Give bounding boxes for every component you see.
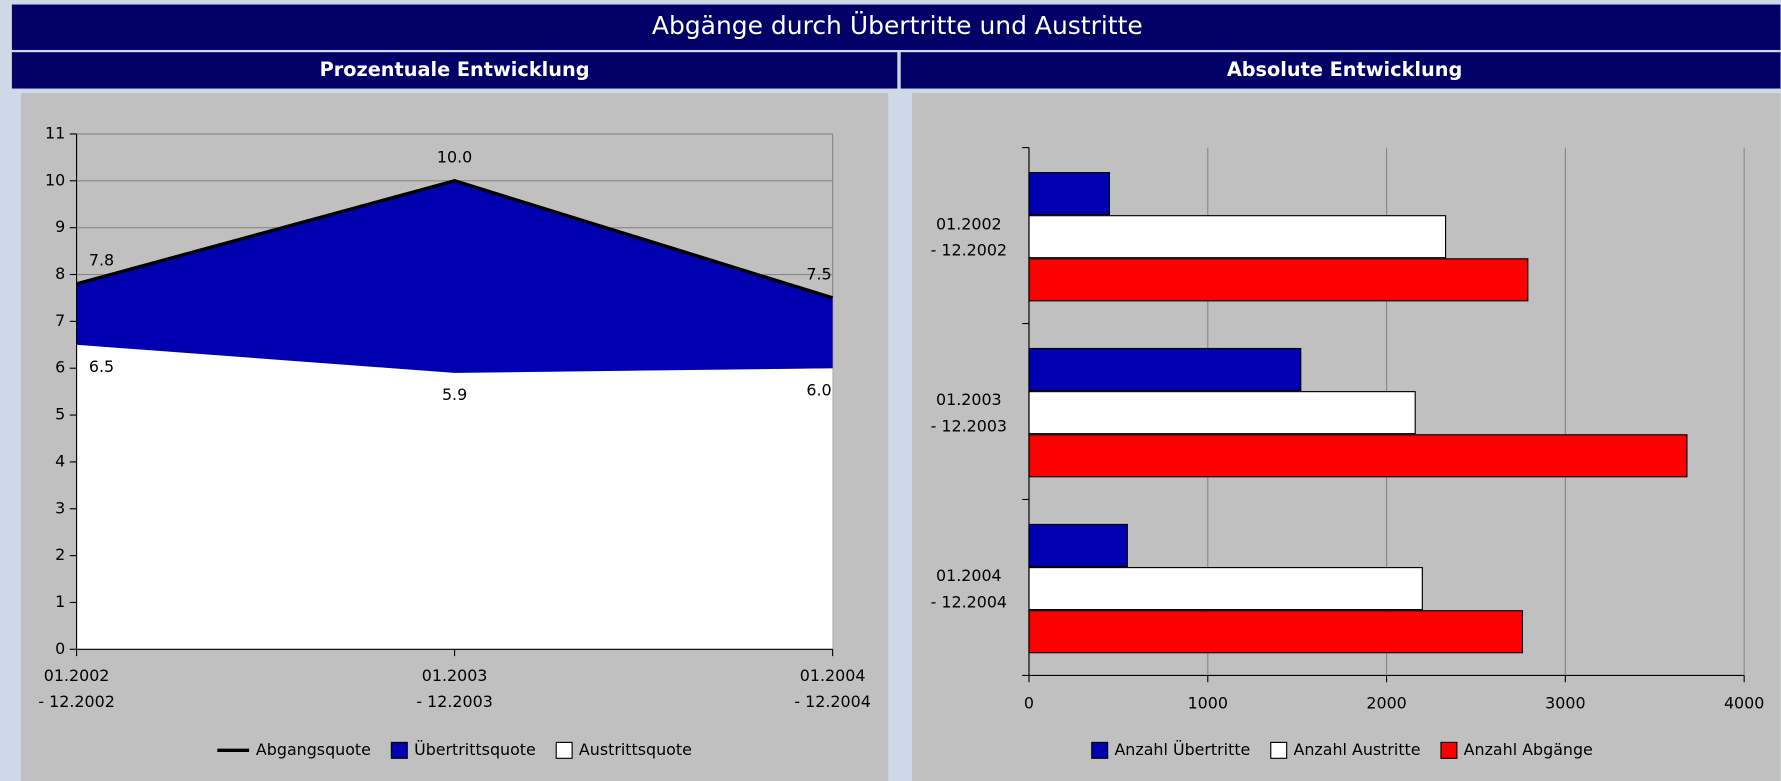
chart-title: Absolute Entwicklung	[1227, 58, 1462, 81]
bar	[1028, 610, 1524, 654]
y-tick-label: 7	[55, 311, 65, 330]
x-tick-label: - 12.2003	[416, 692, 492, 711]
bar	[1028, 258, 1529, 302]
line	[76, 179, 834, 300]
legend-label: Anzahl Übertritte	[1114, 740, 1250, 759]
page-title: Abgänge durch Übertritte und Austritte	[652, 11, 1143, 40]
legend-swatch	[555, 741, 573, 759]
legend-label: Abgangsquote	[256, 740, 371, 759]
data-label: 7.8	[89, 251, 114, 270]
x-tick-label: 01.2002	[44, 666, 110, 685]
x-tick-label: 2000	[1366, 693, 1406, 712]
legend-swatch	[1440, 741, 1458, 759]
area	[76, 344, 833, 650]
title-bar	[11, 4, 1781, 50]
y-tick-label: 0	[55, 639, 65, 658]
y-tick-label: - 12.2003	[931, 416, 1007, 435]
x-tick-label: 01.2004	[800, 666, 866, 685]
y-tick-label: 5	[55, 405, 65, 424]
y-tick-label: 1	[55, 592, 65, 611]
legend-swatch	[1270, 741, 1288, 759]
y-tick-label: 01.2002	[936, 214, 1002, 233]
y-tick-label: - 12.2004	[931, 592, 1007, 611]
y-tick-label: 3	[55, 498, 65, 517]
y-tick-label: 4	[55, 451, 65, 470]
x-tick-label: 01.2003	[422, 666, 488, 685]
subheader-bar	[900, 52, 1781, 89]
legend-swatch	[390, 741, 408, 759]
legend-swatch	[1091, 741, 1109, 759]
bar	[1028, 171, 1111, 216]
y-tick-label: 01.2004	[936, 566, 1002, 585]
bar	[1028, 347, 1302, 392]
legend-label: Anzahl Austritte	[1293, 740, 1420, 759]
bar	[1028, 215, 1447, 259]
bar	[1028, 523, 1128, 568]
subheader-bar	[11, 52, 898, 89]
legend-label: Austrittsquote	[579, 740, 692, 759]
data-label: 10.0	[437, 148, 472, 167]
data-label: 7.5	[806, 265, 831, 284]
area	[76, 180, 833, 373]
x-tick-label: - 12.2004	[794, 692, 870, 711]
y-tick-label: 9	[55, 217, 65, 236]
x-tick-label: 4000	[1724, 693, 1764, 712]
data-label: 6.5	[89, 357, 114, 376]
y-tick-label: 10	[45, 170, 65, 189]
x-tick-label: 3000	[1545, 693, 1585, 712]
bar	[1028, 567, 1423, 611]
legend-label: Übertrittsquote	[414, 740, 536, 759]
y-tick-label: - 12.2002	[931, 240, 1007, 259]
data-label: 5.9	[442, 385, 467, 404]
y-tick-label: 11	[45, 123, 65, 142]
legend-label: Anzahl Abgänge	[1464, 740, 1593, 759]
y-tick-label: 8	[55, 264, 65, 283]
bar	[1028, 434, 1688, 478]
y-tick-label: 01.2003	[936, 390, 1002, 409]
data-label: 6.0	[806, 380, 831, 399]
chart-title: Prozentuale Entwicklung	[320, 58, 590, 81]
x-tick-label: 1000	[1188, 693, 1228, 712]
y-tick-label: 6	[55, 358, 65, 377]
bar	[1028, 391, 1416, 435]
x-tick-label: - 12.2002	[38, 692, 114, 711]
x-tick-label: 0	[1024, 693, 1034, 712]
y-tick-label: 2	[55, 545, 65, 564]
